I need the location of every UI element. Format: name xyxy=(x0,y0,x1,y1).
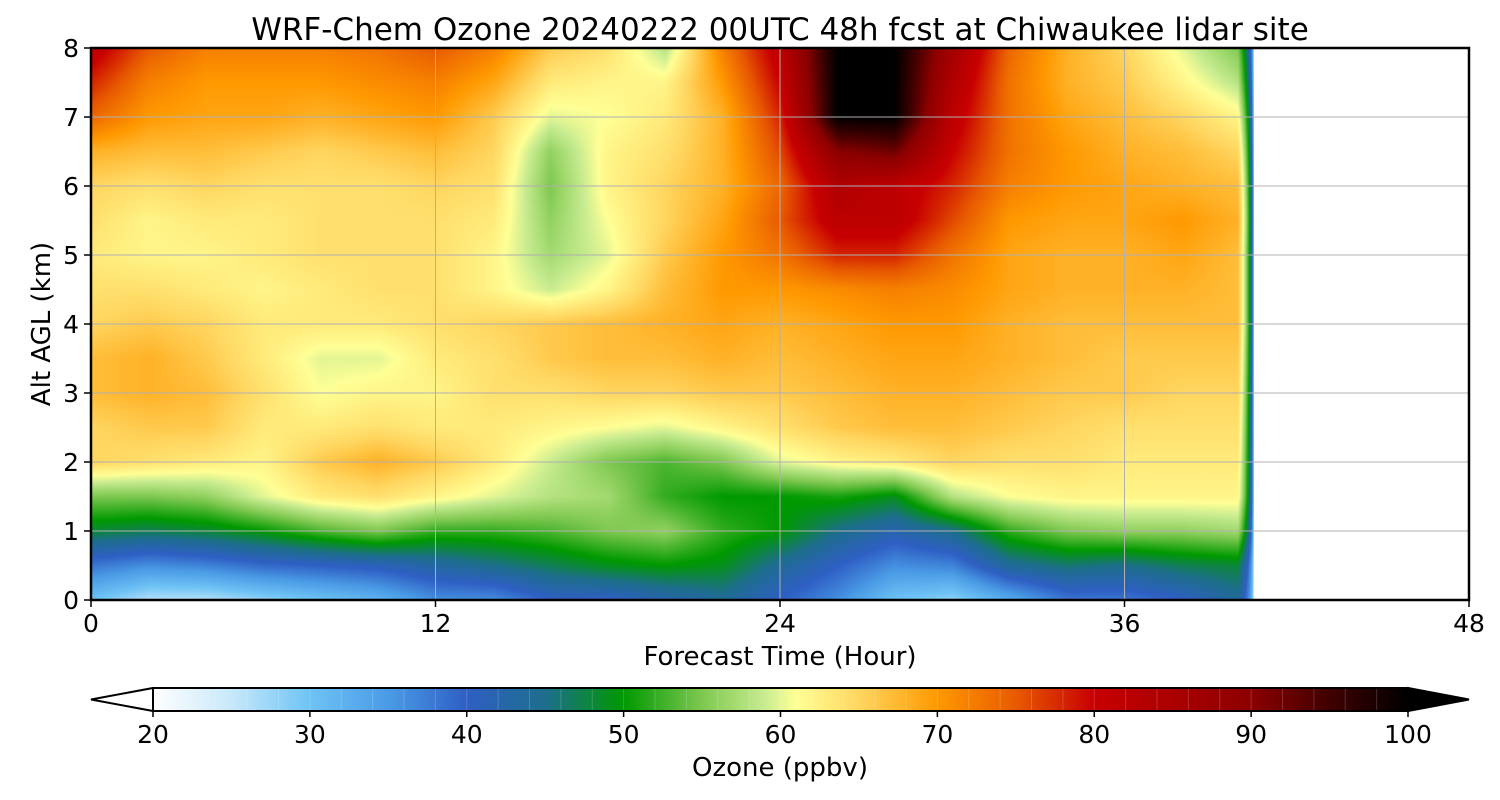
x-tick-label: 48 xyxy=(1453,609,1485,638)
colorbar-tick-label: 40 xyxy=(451,720,483,749)
y-tick-label: 6 xyxy=(63,172,79,201)
y-tick-label: 0 xyxy=(63,586,79,615)
colorbar-ticks: 20 30 40 50 60 70 80 90 100 xyxy=(137,711,1432,749)
colorbar-max-extend-arrow xyxy=(1407,686,1470,713)
colorbar-label: Ozone (ppbv) xyxy=(692,753,868,783)
colorbar-tick-label: 90 xyxy=(1235,720,1267,749)
x-tick-label: 24 xyxy=(764,609,796,638)
colorbar-tick-label: 30 xyxy=(294,720,326,749)
chart-title: WRF-Chem Ozone 20240222 00UTC 48h fcst a… xyxy=(251,12,1309,48)
colorbar-min-extend-arrow xyxy=(90,686,154,713)
x-axis-label: Forecast Time (Hour) xyxy=(643,642,916,672)
colorbar-tick-label: 80 xyxy=(1078,720,1110,749)
colorbar-tick-label: 50 xyxy=(608,720,640,749)
colorbar-tick-label: 20 xyxy=(137,720,169,749)
y-axis-ticks: 0 1 2 3 4 5 6 7 8 xyxy=(63,34,91,615)
y-tick-label: 1 xyxy=(63,517,79,546)
x-tick-label: 12 xyxy=(420,609,452,638)
y-tick-label: 5 xyxy=(63,241,79,270)
y-tick-label: 3 xyxy=(63,379,79,408)
y-tick-label: 4 xyxy=(63,310,79,339)
colorbar xyxy=(90,686,1470,713)
y-tick-label: 2 xyxy=(63,448,79,477)
colorbar-tick-label: 60 xyxy=(765,720,797,749)
y-axis-label: Alt AGL (km) xyxy=(27,242,57,406)
grid-lines xyxy=(91,48,1469,600)
colorbar-gradient xyxy=(153,688,1408,711)
x-tick-label: 0 xyxy=(83,609,99,638)
colorbar-tick-label: 70 xyxy=(921,720,953,749)
x-axis-ticks: 0 12 24 36 48 xyxy=(83,600,1485,638)
x-tick-label: 36 xyxy=(1109,609,1141,638)
colorbar-tick-label: 100 xyxy=(1384,720,1432,749)
y-tick-label: 7 xyxy=(63,103,79,132)
y-tick-label: 8 xyxy=(63,34,79,63)
